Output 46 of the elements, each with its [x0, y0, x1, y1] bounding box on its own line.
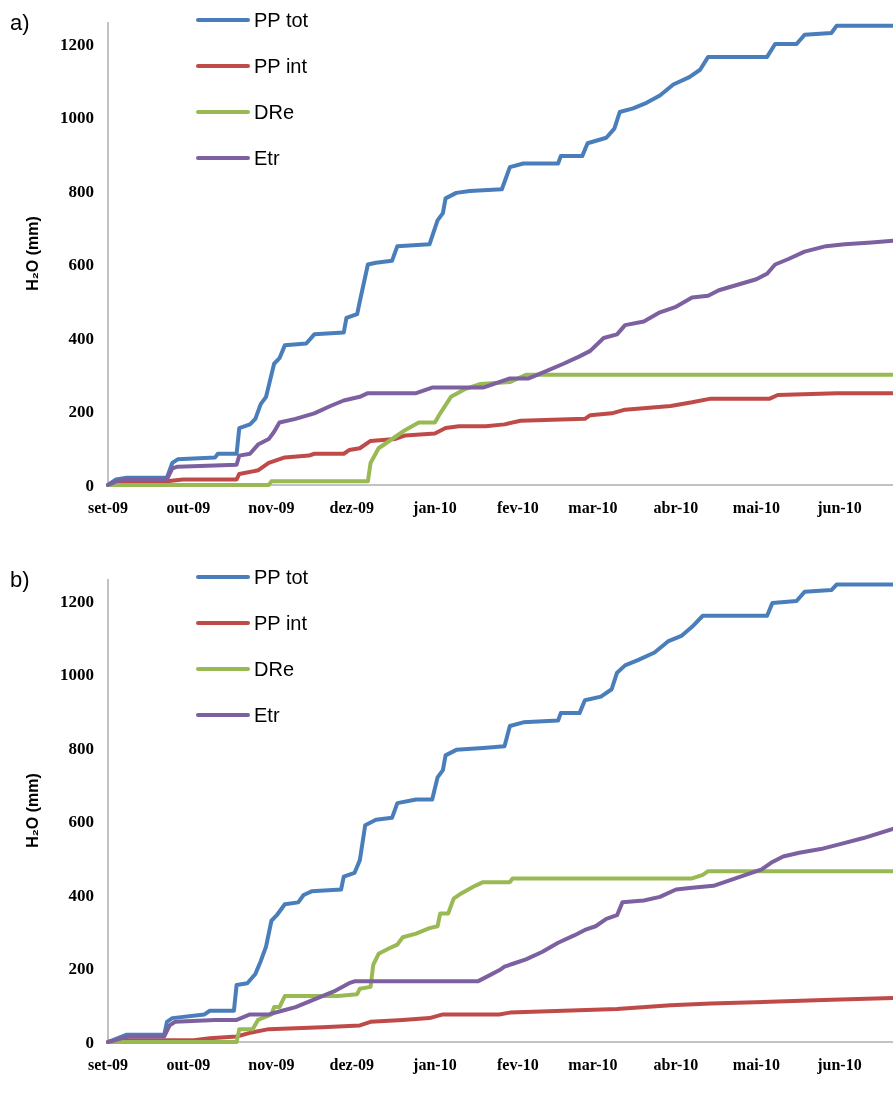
y-tick-label: 800 — [68, 181, 94, 201]
x-tick-label: mar-10 — [568, 499, 618, 516]
y-tick-label: 400 — [68, 328, 94, 348]
x-tick-label: out-09 — [166, 499, 211, 516]
x-tick-label: out-09 — [166, 1056, 211, 1073]
y-tick-label: 600 — [68, 255, 94, 275]
chart-title: a) — [10, 10, 30, 35]
x-tick-label: mai-10 — [732, 1056, 780, 1073]
x-tick-label: set-09 — [88, 1056, 128, 1073]
x-tick-label: mar-10 — [568, 1056, 618, 1073]
x-tick-label: jun-10 — [816, 1056, 862, 1074]
x-tick-label: abr-10 — [653, 499, 699, 516]
x-tick-label: dez-09 — [329, 499, 375, 516]
x-tick-label: jan-10 — [412, 499, 457, 517]
y-tick-label: 0 — [85, 1032, 94, 1052]
legend-label: PP int — [254, 55, 308, 77]
x-tick-label: nov-09 — [248, 499, 295, 516]
x-tick-label: fev-10 — [497, 499, 539, 516]
x-tick-label: abr-10 — [653, 1056, 699, 1073]
y-tick-label: 800 — [68, 738, 94, 758]
y-tick-label: 600 — [68, 812, 94, 832]
x-tick-label: jan-10 — [412, 1056, 457, 1074]
legend-label: PP tot — [254, 566, 309, 588]
y-tick-label: 0 — [85, 475, 94, 495]
legend-label: Etr — [254, 704, 280, 726]
y-tick-label: 1000 — [60, 108, 94, 128]
legend-label: PP int — [254, 612, 308, 634]
x-tick-label: mai-10 — [732, 499, 780, 516]
x-tick-label: set-09 — [88, 499, 128, 516]
legend-label: DRe — [254, 658, 295, 680]
x-tick-label: dez-09 — [329, 1056, 375, 1073]
x-tick-label: fev-10 — [497, 1056, 539, 1073]
x-tick-label: nov-09 — [248, 1056, 295, 1073]
y-tick-label: 200 — [68, 402, 94, 422]
y-axis-title: H₂O (mm) — [24, 773, 41, 848]
y-axis-title: H₂O (mm) — [24, 216, 41, 291]
y-tick-label: 1200 — [60, 35, 94, 54]
y-tick-label: 1000 — [60, 665, 94, 685]
y-tick-label: 200 — [68, 959, 94, 979]
legend-label: Etr — [254, 147, 280, 169]
legend-label: DRe — [254, 101, 295, 123]
y-tick-label: 1200 — [60, 592, 94, 611]
legend-label: PP tot — [254, 9, 309, 31]
chart-title: b) — [10, 567, 30, 592]
y-tick-label: 400 — [68, 885, 94, 905]
x-tick-label: jun-10 — [816, 499, 862, 517]
